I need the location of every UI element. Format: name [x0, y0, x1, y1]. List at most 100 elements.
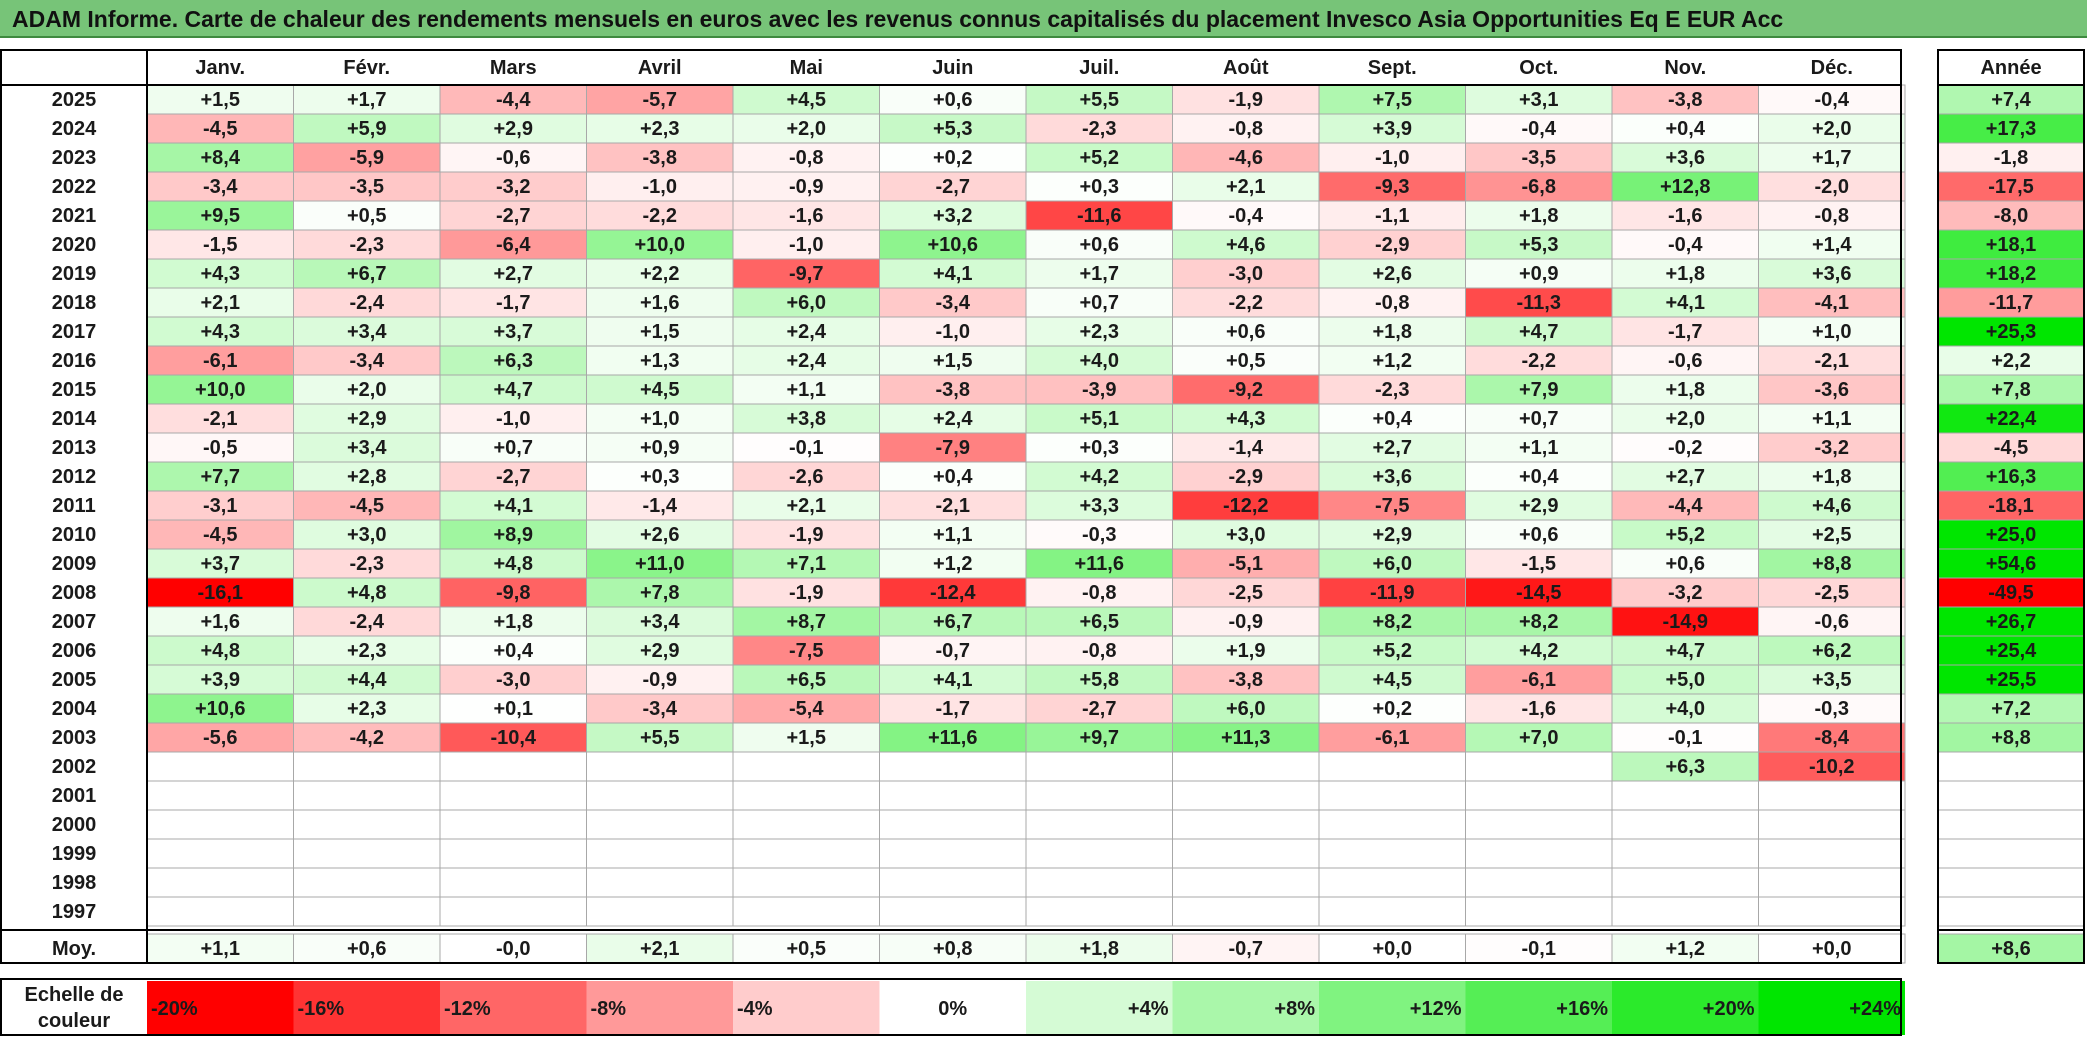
heatmap-cell — [732, 84, 880, 115]
heatmap-cell — [439, 200, 587, 231]
cell-value: -1,9 — [789, 582, 823, 604]
heatmap-cell — [879, 287, 1027, 318]
annual-value: +25,4 — [1986, 640, 2037, 662]
cell-value: -1,0 — [936, 321, 970, 343]
heatmap-cell — [1318, 229, 1466, 260]
cell-value: +6,7 — [347, 263, 386, 285]
cell-value: +9,5 — [201, 205, 240, 227]
heatmap-cell — [293, 548, 441, 579]
heatmap-cell — [1758, 722, 1906, 753]
heatmap-cell — [439, 287, 587, 318]
heatmap-cell — [1172, 722, 1320, 753]
cell-value: +2,9 — [347, 408, 386, 430]
cell-value: -1,9 — [789, 524, 823, 546]
annual-cell — [1937, 780, 2085, 811]
cell-value: -2,7 — [496, 466, 530, 488]
cell-value: +4,5 — [1373, 669, 1412, 691]
heatmap-cell — [1318, 142, 1466, 173]
heatmap-cell — [146, 809, 294, 840]
average-cell — [586, 933, 734, 964]
cell-value: -4,5 — [350, 495, 384, 517]
heatmap-cell — [1172, 461, 1320, 492]
cell-value: +4,3 — [201, 321, 240, 343]
cell-value: +3,4 — [347, 321, 387, 343]
year-label: 2023 — [52, 147, 97, 169]
average-value: +2,1 — [640, 938, 679, 960]
heatmap-cell — [1758, 287, 1906, 318]
heatmap-cell — [439, 809, 587, 840]
cell-value: -1,0 — [789, 234, 823, 256]
scale-value: +20% — [1703, 998, 1755, 1020]
heatmap-cell — [146, 664, 294, 695]
cell-value: +6,3 — [1666, 756, 1705, 778]
cell-value: +0,6 — [933, 89, 972, 111]
heatmap-cell — [439, 751, 587, 782]
heatmap-cell — [146, 403, 294, 434]
cell-value: -6,1 — [203, 350, 237, 372]
cell-value: +1,5 — [787, 727, 826, 749]
cell-value: -12,4 — [930, 582, 976, 604]
heatmap-cell — [1025, 403, 1173, 434]
year-label: 2021 — [52, 205, 97, 227]
cell-value: -0,3 — [1082, 524, 1116, 546]
cell-value: -0,8 — [1229, 118, 1263, 140]
cell-value: +10,6 — [195, 698, 246, 720]
cell-value: -1,4 — [643, 495, 678, 517]
cell-value: -3,4 — [350, 350, 385, 372]
cell-value: -2,7 — [936, 176, 970, 198]
cell-value: -2,4 — [350, 292, 385, 314]
heatmap-cell — [879, 200, 1027, 231]
heatmap-cell — [1318, 287, 1466, 318]
cell-value: -1,7 — [936, 698, 970, 720]
heatmap-cell — [293, 316, 441, 347]
annual-cell — [1937, 606, 2085, 637]
year-label: 2017 — [52, 321, 97, 343]
heatmap-cell — [732, 896, 880, 927]
heatmap-cell — [1611, 722, 1759, 753]
heatmap-cell — [879, 867, 1027, 898]
heatmap-cell — [1465, 896, 1613, 927]
cell-value: +6,0 — [787, 292, 826, 314]
cell-value: +4,3 — [1226, 408, 1265, 430]
average-annual-value: +8,6 — [1991, 938, 2030, 960]
heatmap-cell — [1025, 867, 1173, 898]
year-label: 2002 — [52, 756, 97, 778]
cell-value: +1,3 — [640, 350, 679, 372]
chart-title: ADAM Informe. Carte de chaleur des rende… — [12, 6, 1784, 32]
heatmap-cell — [293, 606, 441, 637]
cell-value: -4,1 — [1815, 292, 1849, 314]
annual-cell — [1937, 171, 2085, 202]
heatmap-cell — [1758, 374, 1906, 405]
cell-value: +0,6 — [1666, 553, 1705, 575]
heatmap-cell — [293, 200, 441, 231]
cell-value: -1,9 — [1229, 89, 1263, 111]
annual-value: +17,3 — [1986, 118, 2037, 140]
heatmap-cell — [1465, 664, 1613, 695]
heatmap-cell — [1172, 577, 1320, 608]
heatmap-cell — [293, 113, 441, 144]
heatmap-cell — [1025, 548, 1173, 579]
heatmap-cell — [879, 374, 1027, 405]
heatmap-cell — [1025, 113, 1173, 144]
cell-value: -4,4 — [1668, 495, 1703, 517]
heatmap-cell — [586, 722, 734, 753]
cell-value: -10,2 — [1809, 756, 1855, 778]
heatmap-cell — [1611, 664, 1759, 695]
heatmap-cell — [732, 374, 880, 405]
heatmap-cell — [1758, 461, 1906, 492]
heatmap-cell — [1758, 113, 1906, 144]
average-cell — [1465, 933, 1613, 964]
heatmap-cell — [1172, 838, 1320, 869]
heatmap-cell — [732, 519, 880, 550]
month-header: Mars — [490, 57, 537, 79]
cell-value: -2,3 — [1082, 118, 1116, 140]
cell-value: -3,8 — [1668, 89, 1702, 111]
average-value: -0,7 — [1229, 938, 1263, 960]
annual-value: -11,7 — [1989, 292, 2033, 314]
annual-cell — [1937, 403, 2085, 434]
cell-value: +2,3 — [347, 698, 386, 720]
cell-value: +0,5 — [347, 205, 386, 227]
cell-value: -6,8 — [1522, 176, 1556, 198]
heatmap-cell — [1758, 751, 1906, 782]
heatmap-cell — [439, 693, 587, 724]
